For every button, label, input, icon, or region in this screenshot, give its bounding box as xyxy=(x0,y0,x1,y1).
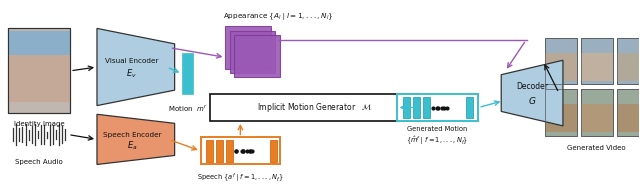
Text: Speech $\{a^f \mid f = 1,...,N_f\}$: Speech $\{a^f \mid f = 1,...,N_f\}$ xyxy=(197,172,284,185)
Bar xyxy=(545,104,577,132)
Bar xyxy=(230,31,275,73)
Text: Speech Audio: Speech Audio xyxy=(15,159,63,165)
Bar xyxy=(617,38,640,84)
Text: Appearance $\{A_l \mid l = 1,...,N_l\}$: Appearance $\{A_l \mid l = 1,...,N_l\}$ xyxy=(223,11,333,22)
Bar xyxy=(545,89,577,136)
Bar xyxy=(581,38,612,84)
Text: Decoder: Decoder xyxy=(516,82,548,91)
Bar xyxy=(200,137,280,164)
Bar xyxy=(227,140,234,162)
Bar xyxy=(581,53,612,81)
Bar xyxy=(8,28,70,113)
Bar xyxy=(617,104,640,132)
Polygon shape xyxy=(97,28,175,106)
Bar xyxy=(545,38,577,84)
Bar xyxy=(581,104,612,132)
Bar xyxy=(467,97,474,118)
Text: Identity Image: Identity Image xyxy=(14,121,65,127)
Polygon shape xyxy=(501,60,563,126)
Bar xyxy=(211,94,420,121)
Bar xyxy=(270,140,277,162)
Text: Generated Motion: Generated Motion xyxy=(408,126,468,132)
Text: $\{\hat{m}^f \mid f = 1,...,N_f\}$: $\{\hat{m}^f \mid f = 1,...,N_f\}$ xyxy=(406,135,468,148)
Bar xyxy=(403,97,410,118)
Bar xyxy=(617,89,640,136)
Bar xyxy=(8,55,70,102)
Text: Motion  $m^r$: Motion $m^r$ xyxy=(168,104,207,114)
Bar xyxy=(216,140,223,162)
Text: Generated Video: Generated Video xyxy=(568,145,626,151)
Bar xyxy=(397,94,478,121)
Text: Visual Encoder: Visual Encoder xyxy=(105,58,159,64)
Bar xyxy=(545,53,577,81)
Polygon shape xyxy=(97,114,175,164)
Bar xyxy=(422,97,429,118)
Bar xyxy=(617,38,640,84)
Text: Speech Encoder: Speech Encoder xyxy=(102,132,161,138)
Bar xyxy=(413,97,420,118)
Bar xyxy=(182,53,193,94)
Bar xyxy=(207,140,214,162)
Bar xyxy=(581,89,612,136)
Bar xyxy=(8,28,70,113)
Bar xyxy=(545,38,577,84)
Text: $E_a$: $E_a$ xyxy=(127,140,137,152)
Bar xyxy=(225,26,271,69)
Bar xyxy=(617,53,640,81)
Text: Implicit Motion Generator   $\mathcal{M}$: Implicit Motion Generator $\mathcal{M}$ xyxy=(257,101,372,114)
Text: $E_v$: $E_v$ xyxy=(127,67,137,80)
Bar xyxy=(581,38,612,84)
Bar xyxy=(545,89,577,136)
Bar xyxy=(581,89,612,136)
Text: $G$: $G$ xyxy=(528,95,536,106)
Bar xyxy=(8,31,70,69)
Bar xyxy=(617,89,640,136)
Bar xyxy=(234,35,280,77)
